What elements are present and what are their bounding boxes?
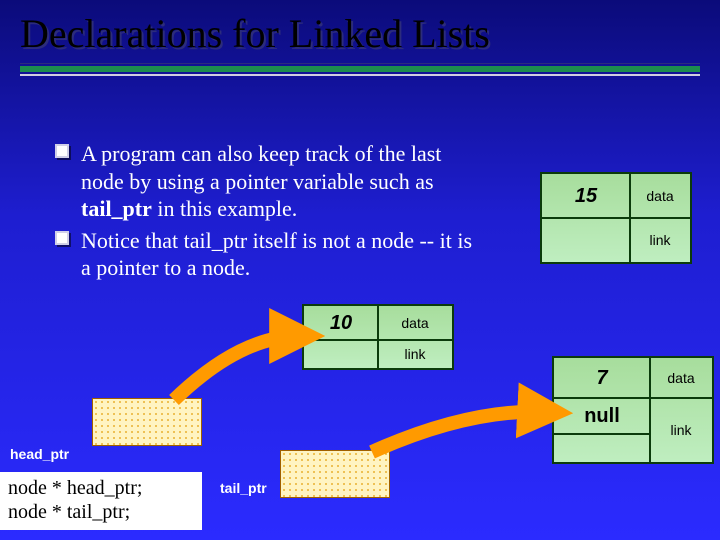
bullet-1-pre: A program can also keep track of the las… [81,141,441,194]
node-7: 7 data null link [552,356,714,464]
title-area: Declarations for Linked Lists [20,10,700,76]
bullet-1-post: in this example. [152,196,297,221]
bullet-2: Notice that tail_ptr itself is not a nod… [55,227,475,282]
arrow-head-to-10 [174,336,300,400]
node-7-value: 7 [596,367,607,390]
node-15-data-label: data [646,188,673,204]
node-7-link-label: link [670,422,691,438]
node-7-data-label: data [667,370,694,386]
slide-title: Declarations for Linked Lists [20,10,700,57]
rule-thin [20,74,700,76]
node-15: 15 data link [540,172,692,264]
bullet-marker-icon [55,231,69,245]
bullet-2-text: Notice that tail_ptr itself is not a nod… [81,228,472,281]
head-ptr-box [92,398,202,446]
rule-top [20,63,700,64]
node-10-value: 10 [330,312,352,335]
bullet-1: A program can also keep track of the las… [55,140,475,223]
node-7-null: null [584,405,620,428]
node-15-link-label: link [649,232,670,248]
node-10-link-label: link [404,346,425,362]
code-line-1: node * head_ptr; [8,476,194,500]
bullet-1-bold: tail_ptr [81,196,152,221]
node-15-value: 15 [575,185,597,208]
bullet-marker-icon [55,144,69,158]
code-line-2: node * tail_ptr; [8,500,194,524]
tail-ptr-label: tail_ptr [220,480,267,496]
rule-green [20,66,700,72]
arrow-tail-to-7 [372,412,548,452]
node-10-data-label: data [401,315,428,331]
code-declarations: node * head_ptr; node * tail_ptr; [0,472,202,530]
head-ptr-label: head_ptr [10,446,69,462]
node-10: 10 data link [302,304,454,370]
tail-ptr-box [280,450,390,498]
body-text: A program can also keep track of the las… [55,140,475,286]
slide: Declarations for Linked Lists A program … [0,0,720,540]
